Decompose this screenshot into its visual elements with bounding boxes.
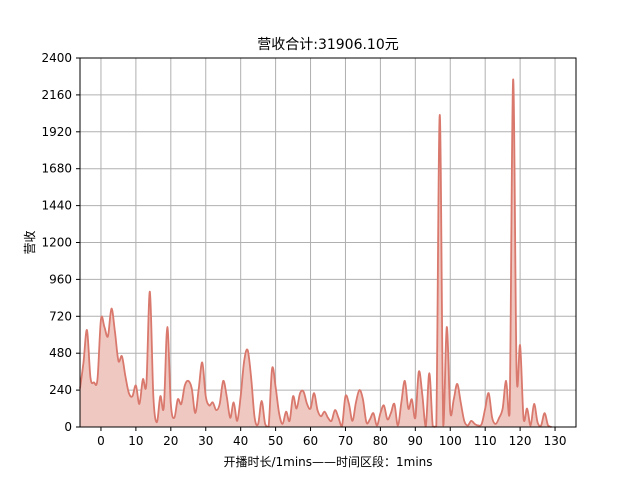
y-tick-label: 2400 xyxy=(41,51,72,65)
x-tick-label: 40 xyxy=(233,434,248,448)
x-tick-label: 80 xyxy=(373,434,388,448)
y-gridlines xyxy=(80,57,576,428)
x-tick-label: 90 xyxy=(408,434,423,448)
x-axis-ticks: 0 10 20 30 40 50 60 70 80 90 100 110 120 130 xyxy=(97,427,566,448)
x-tick-label: 60 xyxy=(303,434,318,448)
x-tick-label: 50 xyxy=(268,434,283,448)
x-tick-label: 70 xyxy=(338,434,353,448)
x-tick-label: 100 xyxy=(439,434,462,448)
y-tick-label: 720 xyxy=(49,309,72,323)
y-tick-label: 0 xyxy=(64,420,72,434)
x-axis-label: 开播时长/1mins——时间区段：1mins xyxy=(223,454,432,469)
x-tick-label: 110 xyxy=(474,434,497,448)
y-tick-label: 960 xyxy=(49,272,72,286)
chart-title: 营收合计:31906.10元 xyxy=(257,37,399,53)
x-tick-label: 20 xyxy=(163,434,178,448)
y-tick-label: 2160 xyxy=(41,88,72,102)
x-tick-label: 120 xyxy=(509,434,532,448)
y-tick-label: 1680 xyxy=(41,162,72,176)
y-axis-ticks: 0 240 480 720 960 1200 1440 1680 1920 2160 2400 xyxy=(41,51,80,434)
x-tick-label: 10 xyxy=(128,434,143,448)
revenue-line xyxy=(79,78,552,428)
y-tick-label: 240 xyxy=(49,383,72,397)
x-tick-label: 0 xyxy=(97,434,105,448)
x-tick-label: 30 xyxy=(198,434,213,448)
y-tick-label: 1920 xyxy=(41,125,72,139)
y-tick-label: 1440 xyxy=(41,199,72,213)
y-tick-label: 1200 xyxy=(41,236,72,250)
y-axis-label: 营收 xyxy=(23,230,37,254)
x-tick-label: 130 xyxy=(544,434,567,448)
y-tick-label: 480 xyxy=(49,346,72,360)
